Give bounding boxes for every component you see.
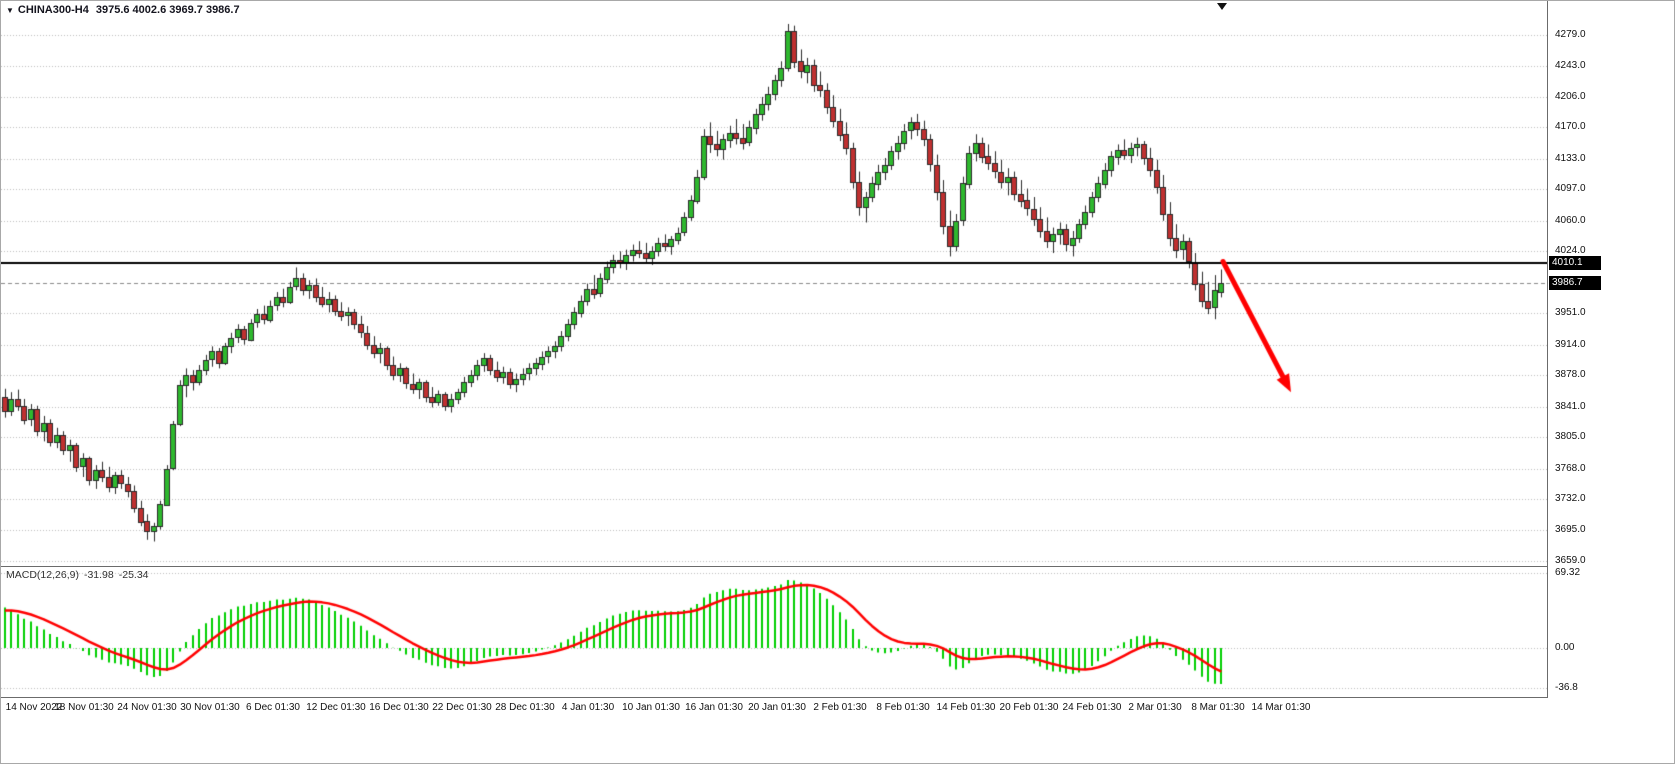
time-tick-label: 4 Jan 01:30 (561, 702, 615, 713)
price-tick-label: 3659.0 (1555, 555, 1586, 566)
chart-header: ▼ CHINA300-H4 3975.6 4002.6 3969.7 3986.7 (6, 4, 240, 16)
time-axis[interactable]: 14 Nov 2022 18 Nov 01:30 24 Nov 01:30 30 No… (1, 699, 1674, 763)
time-tick-label: 16 Dec 01:30 (369, 702, 429, 713)
time-tick-label: 2 Mar 01:30 (1128, 702, 1182, 713)
time-tick-label: 30 Nov 01:30 (180, 702, 240, 713)
chart-shift-marker-icon[interactable] (1217, 3, 1227, 10)
time-tick-label: 10 Jan 01:30 (622, 702, 680, 713)
macd-tick-label: 0.00 (1555, 642, 1575, 653)
price-tick-label: 4097.0 (1555, 183, 1586, 195)
bid-price-label: 3986.7 (1549, 275, 1601, 290)
price-tick-label: 3732.0 (1555, 493, 1586, 505)
time-tick-label: 22 Dec 01:30 (432, 702, 492, 713)
price-tick-label: 4024.0 (1555, 245, 1586, 257)
trendline-price-label[interactable]: 4010.1 (1549, 256, 1601, 271)
macd-indicator-name: MACD(12,26,9) (6, 569, 79, 581)
price-tick-label: 4243.0 (1555, 59, 1586, 71)
time-tick-label: 16 Jan 01:30 (685, 702, 743, 713)
time-tick-label: 20 Feb 01:30 (999, 702, 1059, 713)
price-tick-label: 3914.0 (1555, 338, 1586, 350)
time-tick-label: 8 Feb 01:30 (876, 702, 930, 713)
price-axis[interactable]: 4279.0 4243.0 4206.0 4170.0 4133.0 4097.0 4060… (1547, 1, 1674, 698)
time-tick-label: 8 Mar 01:30 (1191, 702, 1245, 713)
price-tick-label: 3841.0 (1555, 400, 1586, 412)
macd-header: MACD(12,26,9) -31.98 -25.34 (6, 569, 154, 581)
price-tick-label: 3695.0 (1555, 524, 1586, 536)
macd-value: -31.98 (83, 569, 114, 581)
time-tick-label: 20 Jan 01:30 (748, 702, 806, 713)
macd-chart-canvas[interactable] (1, 567, 1547, 697)
price-tick-label: 4206.0 (1555, 90, 1586, 102)
macd-panel: MACD(12,26,9) -31.98 -25.34 (1, 567, 1547, 698)
price-tick-label: 3878.0 (1555, 369, 1586, 381)
time-tick-label: 14 Feb 01:30 (936, 702, 996, 713)
price-tick-label: 3951.0 (1555, 307, 1586, 319)
symbol-timeframe-label: CHINA300-H4 (17, 4, 89, 16)
price-tick-label: 3768.0 (1555, 462, 1586, 474)
main-chart-area: ▼ CHINA300-H4 3975.6 4002.6 3969.7 3986.7 (1, 1, 1547, 567)
ohlc-values-label: 3975.6 4002.6 3969.7 3986.7 (95, 4, 240, 16)
price-tick-label: 4060.0 (1555, 214, 1586, 226)
price-tick-label: 4133.0 (1555, 152, 1586, 164)
time-tick-label: 12 Dec 01:30 (306, 702, 366, 713)
time-tick-label: 14 Nov 2022 (5, 702, 63, 713)
expand-arrow-icon[interactable]: ▼ (6, 6, 14, 15)
time-tick-label: 18 Nov 01:30 (54, 702, 114, 713)
macd-signal-value: -25.34 (118, 569, 149, 581)
time-tick-label: 14 Mar 01:30 (1251, 702, 1311, 713)
time-tick-label: 6 Dec 01:30 (246, 702, 300, 713)
time-tick-label: 28 Dec 01:30 (495, 702, 555, 713)
macd-tick-label: -36.8 (1555, 681, 1578, 693)
time-tick-label: 24 Feb 01:30 (1062, 702, 1122, 713)
macd-tick-label: 69.32 (1555, 566, 1581, 578)
price-tick-label: 4170.0 (1555, 121, 1586, 133)
time-tick-label: 2 Feb 01:30 (813, 702, 867, 713)
candlestick-chart-canvas[interactable] (1, 1, 1547, 566)
price-tick-label: 4279.0 (1555, 29, 1586, 40)
time-tick-label: 24 Nov 01:30 (117, 702, 177, 713)
price-tick-label: 3805.0 (1555, 431, 1586, 443)
